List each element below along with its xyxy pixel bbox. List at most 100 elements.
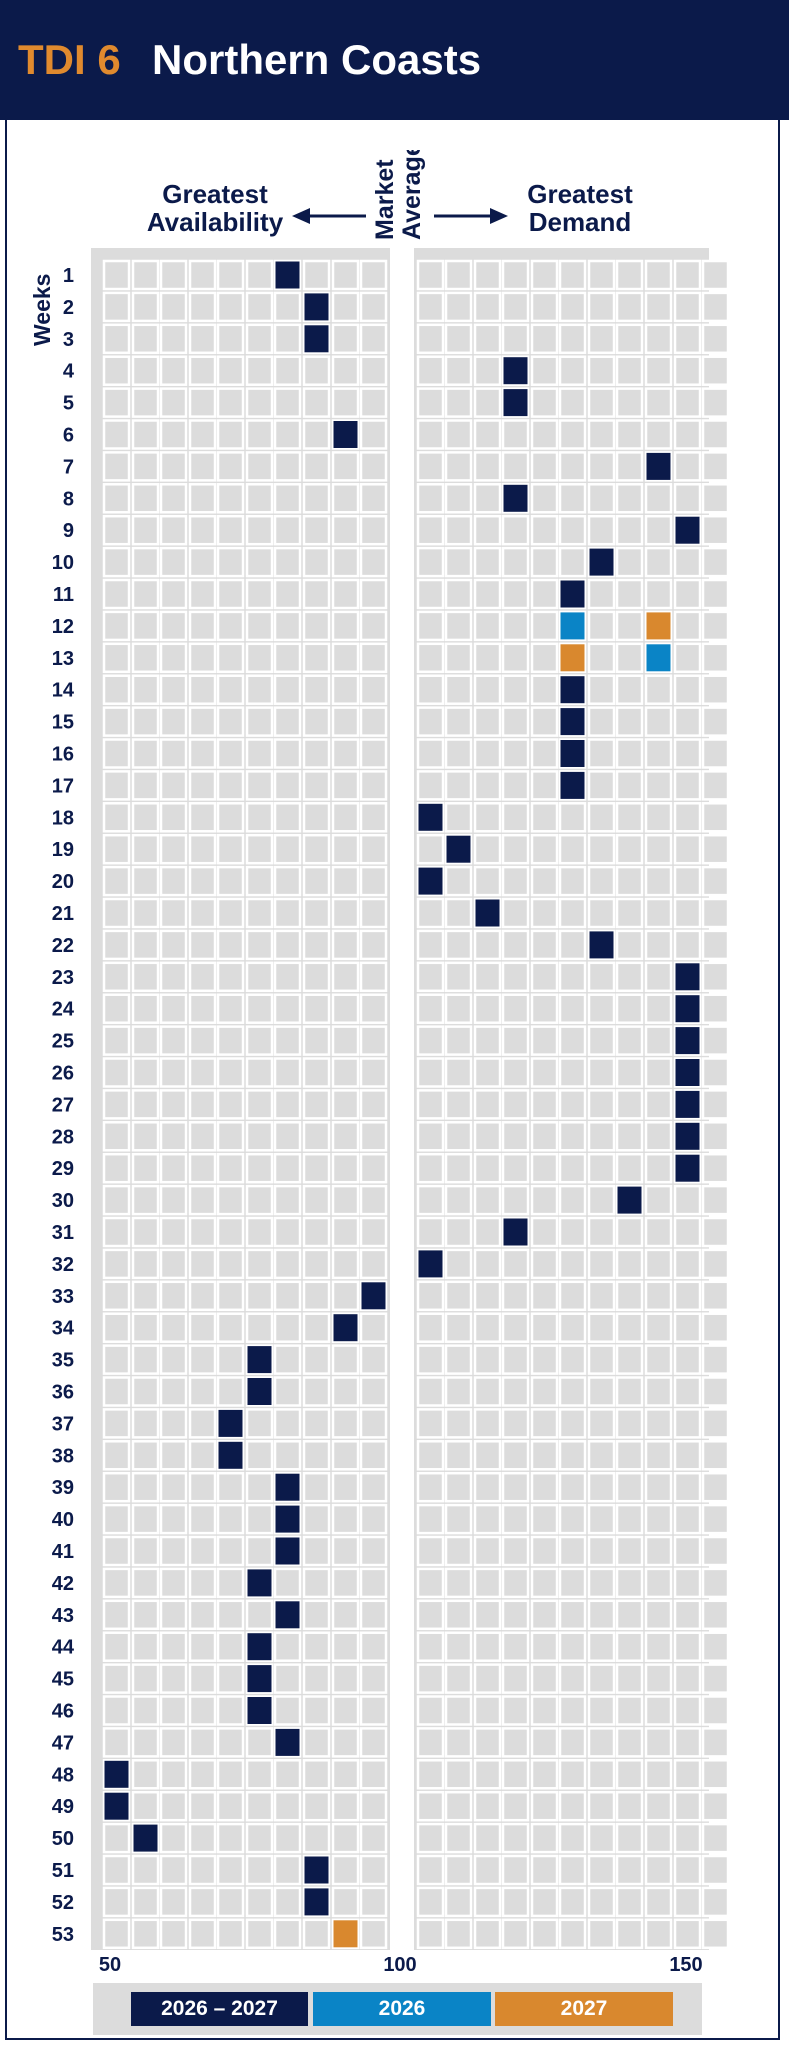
- grid-cell: [587, 1854, 616, 1886]
- grid-cell: [558, 1759, 587, 1790]
- grid-cell: [188, 642, 217, 674]
- grid-cell: [159, 674, 188, 705]
- grid-cell: [245, 546, 274, 578]
- grid-cell: [245, 1312, 274, 1343]
- grid-cell: [416, 1886, 445, 1918]
- grid-cell: [701, 451, 730, 482]
- grid-cell: [302, 1759, 331, 1790]
- grid-cell: [302, 259, 331, 291]
- grid-cell: [701, 578, 730, 610]
- grid-cell: [416, 1025, 445, 1056]
- grid-cell: [558, 419, 587, 450]
- grid-cell: [644, 1599, 673, 1631]
- data-mark: [274, 1472, 301, 1502]
- grid-cell: [673, 1471, 702, 1503]
- week-label: 11: [53, 584, 74, 606]
- grid-cell: [273, 610, 302, 642]
- grid-cell: [302, 1567, 331, 1599]
- grid-cell: [188, 1184, 217, 1216]
- grid-cell: [245, 1216, 274, 1248]
- data-mark: [246, 1696, 273, 1725]
- grid-cell: [302, 1695, 331, 1726]
- grid-cell: [245, 833, 274, 865]
- grid-cell: [558, 1216, 587, 1248]
- week-label: 21: [52, 903, 74, 925]
- data-mark: [674, 1058, 701, 1087]
- grid-cell: [331, 1025, 360, 1056]
- grid-cell: [331, 770, 360, 801]
- grid-cell: [501, 1918, 530, 1950]
- grid-cell: [501, 1886, 530, 1918]
- grid-cell: [615, 1822, 644, 1854]
- grid-cell: [273, 1152, 302, 1184]
- grid-cell: [188, 1599, 217, 1631]
- grid-cell: [530, 1280, 559, 1312]
- grid-cell: [302, 610, 331, 642]
- grid-cell: [530, 514, 559, 546]
- arrow-right-icon: [434, 208, 508, 224]
- grid-cell: [216, 929, 245, 961]
- grid-cell: [273, 1759, 302, 1790]
- grid-cell: [131, 1790, 160, 1822]
- grid-cell: [701, 1790, 730, 1822]
- grid-cell: [501, 259, 530, 291]
- grid-cell: [102, 802, 131, 833]
- grid-cell: [302, 1312, 331, 1343]
- grid-cell: [302, 1057, 331, 1088]
- grid-cell: [131, 1248, 160, 1280]
- grid-cell: [331, 642, 360, 674]
- week-label: 20: [52, 871, 74, 893]
- grid-cell: [131, 738, 160, 769]
- grid-cell: [701, 1759, 730, 1790]
- grid-cell: [473, 865, 502, 897]
- grid-cell: [273, 1344, 302, 1375]
- grid-cell: [644, 1918, 673, 1950]
- grid-cell: [188, 1280, 217, 1312]
- week-label: 51: [52, 1860, 74, 1882]
- grid-cell: [416, 929, 445, 961]
- grid-cell: [644, 323, 673, 355]
- grid-cell: [331, 1503, 360, 1535]
- grid-cell: [473, 1152, 502, 1184]
- grid-cell: [644, 674, 673, 705]
- grid-cell: [302, 1152, 331, 1184]
- week-label: 1: [63, 265, 74, 287]
- grid-cell: [444, 1822, 473, 1854]
- grid-cell: [501, 419, 530, 450]
- grid-cell: [102, 770, 131, 801]
- grid-cell: [587, 1248, 616, 1280]
- grid-cell: [188, 833, 217, 865]
- grid-cell: [444, 1631, 473, 1662]
- grid-cell: [558, 993, 587, 1024]
- grid-cell: [444, 993, 473, 1024]
- grid-cell: [245, 419, 274, 450]
- grid-cell: [245, 355, 274, 386]
- grid-cell: [444, 1918, 473, 1950]
- grid-cell: [245, 929, 274, 961]
- grid-cell: [131, 1280, 160, 1312]
- grid-cell: [102, 387, 131, 418]
- week-label: 4: [63, 361, 75, 383]
- grid-cell: [701, 1152, 730, 1184]
- grid-cell: [359, 546, 388, 578]
- grid-cell: [644, 419, 673, 450]
- grid-cell: [188, 1344, 217, 1375]
- grid-cell: [615, 1631, 644, 1662]
- grid-cell: [501, 865, 530, 897]
- grid-cell: [473, 1440, 502, 1471]
- grid-cell: [359, 1121, 388, 1152]
- grid-cell: [615, 1918, 644, 1950]
- grid-cell: [615, 355, 644, 386]
- grid-cell: [701, 706, 730, 737]
- grid-cell: [188, 323, 217, 355]
- grid-cell: [558, 1152, 587, 1184]
- grid-cell: [216, 1121, 245, 1152]
- grid-cell: [615, 1121, 644, 1152]
- grid-cell: [102, 451, 131, 482]
- grid-cell: [188, 770, 217, 801]
- grid-cell: [159, 1631, 188, 1662]
- grid-cell: [131, 451, 160, 482]
- grid-cell: [359, 929, 388, 961]
- heading-right-line1: Greatest: [527, 179, 633, 209]
- grid-cell: [131, 1025, 160, 1056]
